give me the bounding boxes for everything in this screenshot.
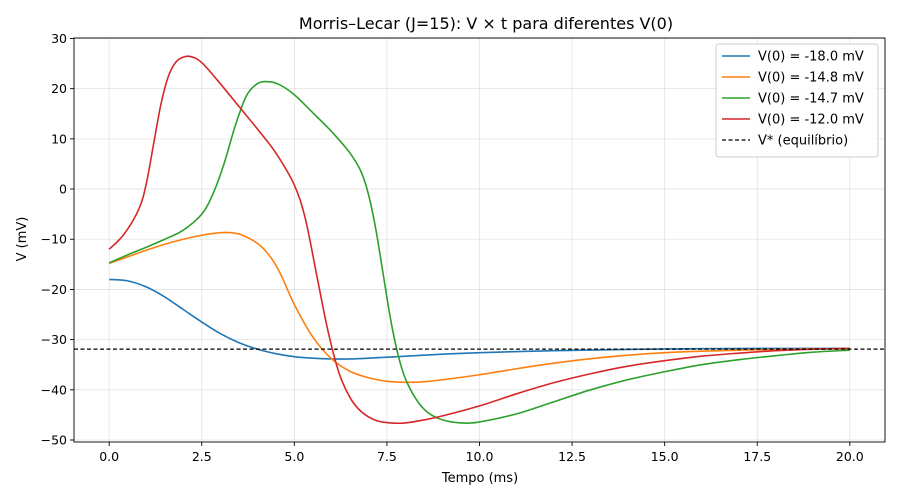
- series-line-3: [108, 55, 850, 425]
- x-tick-label: 17.5: [743, 449, 771, 464]
- grid: [74, 38, 885, 442]
- legend-entry: V(0) = -14.8 mV: [758, 71, 864, 86]
- legend-entry: V(0) = -14.7 mV: [758, 92, 864, 107]
- y-tick-label: −20: [41, 282, 67, 297]
- y-tick-label: 0: [59, 182, 67, 197]
- x-tick-label: 10.0: [466, 449, 494, 464]
- series-line-2: [108, 80, 850, 424]
- series-line-0: [109, 278, 850, 360]
- x-tick-label: 15.0: [651, 449, 679, 464]
- legend-entry: V(0) = -18.0 mV: [758, 50, 864, 65]
- plot-area: [74, 55, 885, 425]
- x-tick-label: 5.0: [284, 449, 304, 464]
- y-tick-label: 20: [51, 81, 67, 96]
- y-tick-label: 10: [51, 131, 67, 146]
- legend-box: [715, 43, 879, 158]
- x-tick-label: 12.5: [558, 449, 586, 464]
- y-tick-label: −50: [41, 432, 67, 447]
- series-line-1: [108, 231, 850, 384]
- y-tick-label: −30: [41, 332, 67, 347]
- legend: V(0) = -18.0 mV V(0) = -14.8 mV V(0) = -14…: [715, 43, 879, 158]
- y-tick-label: −40: [41, 382, 67, 397]
- x-tick-label: 2.5: [192, 449, 212, 464]
- y-tick-label: 30: [51, 31, 67, 46]
- x-tick-label: 7.5: [377, 449, 397, 464]
- legend-entry: V* (equilíbrio): [758, 134, 848, 149]
- x-axis: 0.0 2.5 5.0 7.5 10.0 12.5 15.0 17.5 20.0: [99, 442, 864, 464]
- legend-entry: V(0) = -12.0 mV: [758, 113, 864, 128]
- y-axis: −50 −40 −30 −20 −10 0 10 20 30: [41, 31, 74, 447]
- y-tick-label: −10: [41, 232, 67, 247]
- x-tick-label: 20.0: [836, 449, 864, 464]
- y-axis-label: V (mV): [15, 217, 30, 262]
- chart-title: Morris–Lecar (J=15): V × t para diferent…: [299, 14, 673, 33]
- x-axis-label: Tempo (ms): [441, 471, 518, 486]
- x-tick-label: 0.0: [99, 449, 119, 464]
